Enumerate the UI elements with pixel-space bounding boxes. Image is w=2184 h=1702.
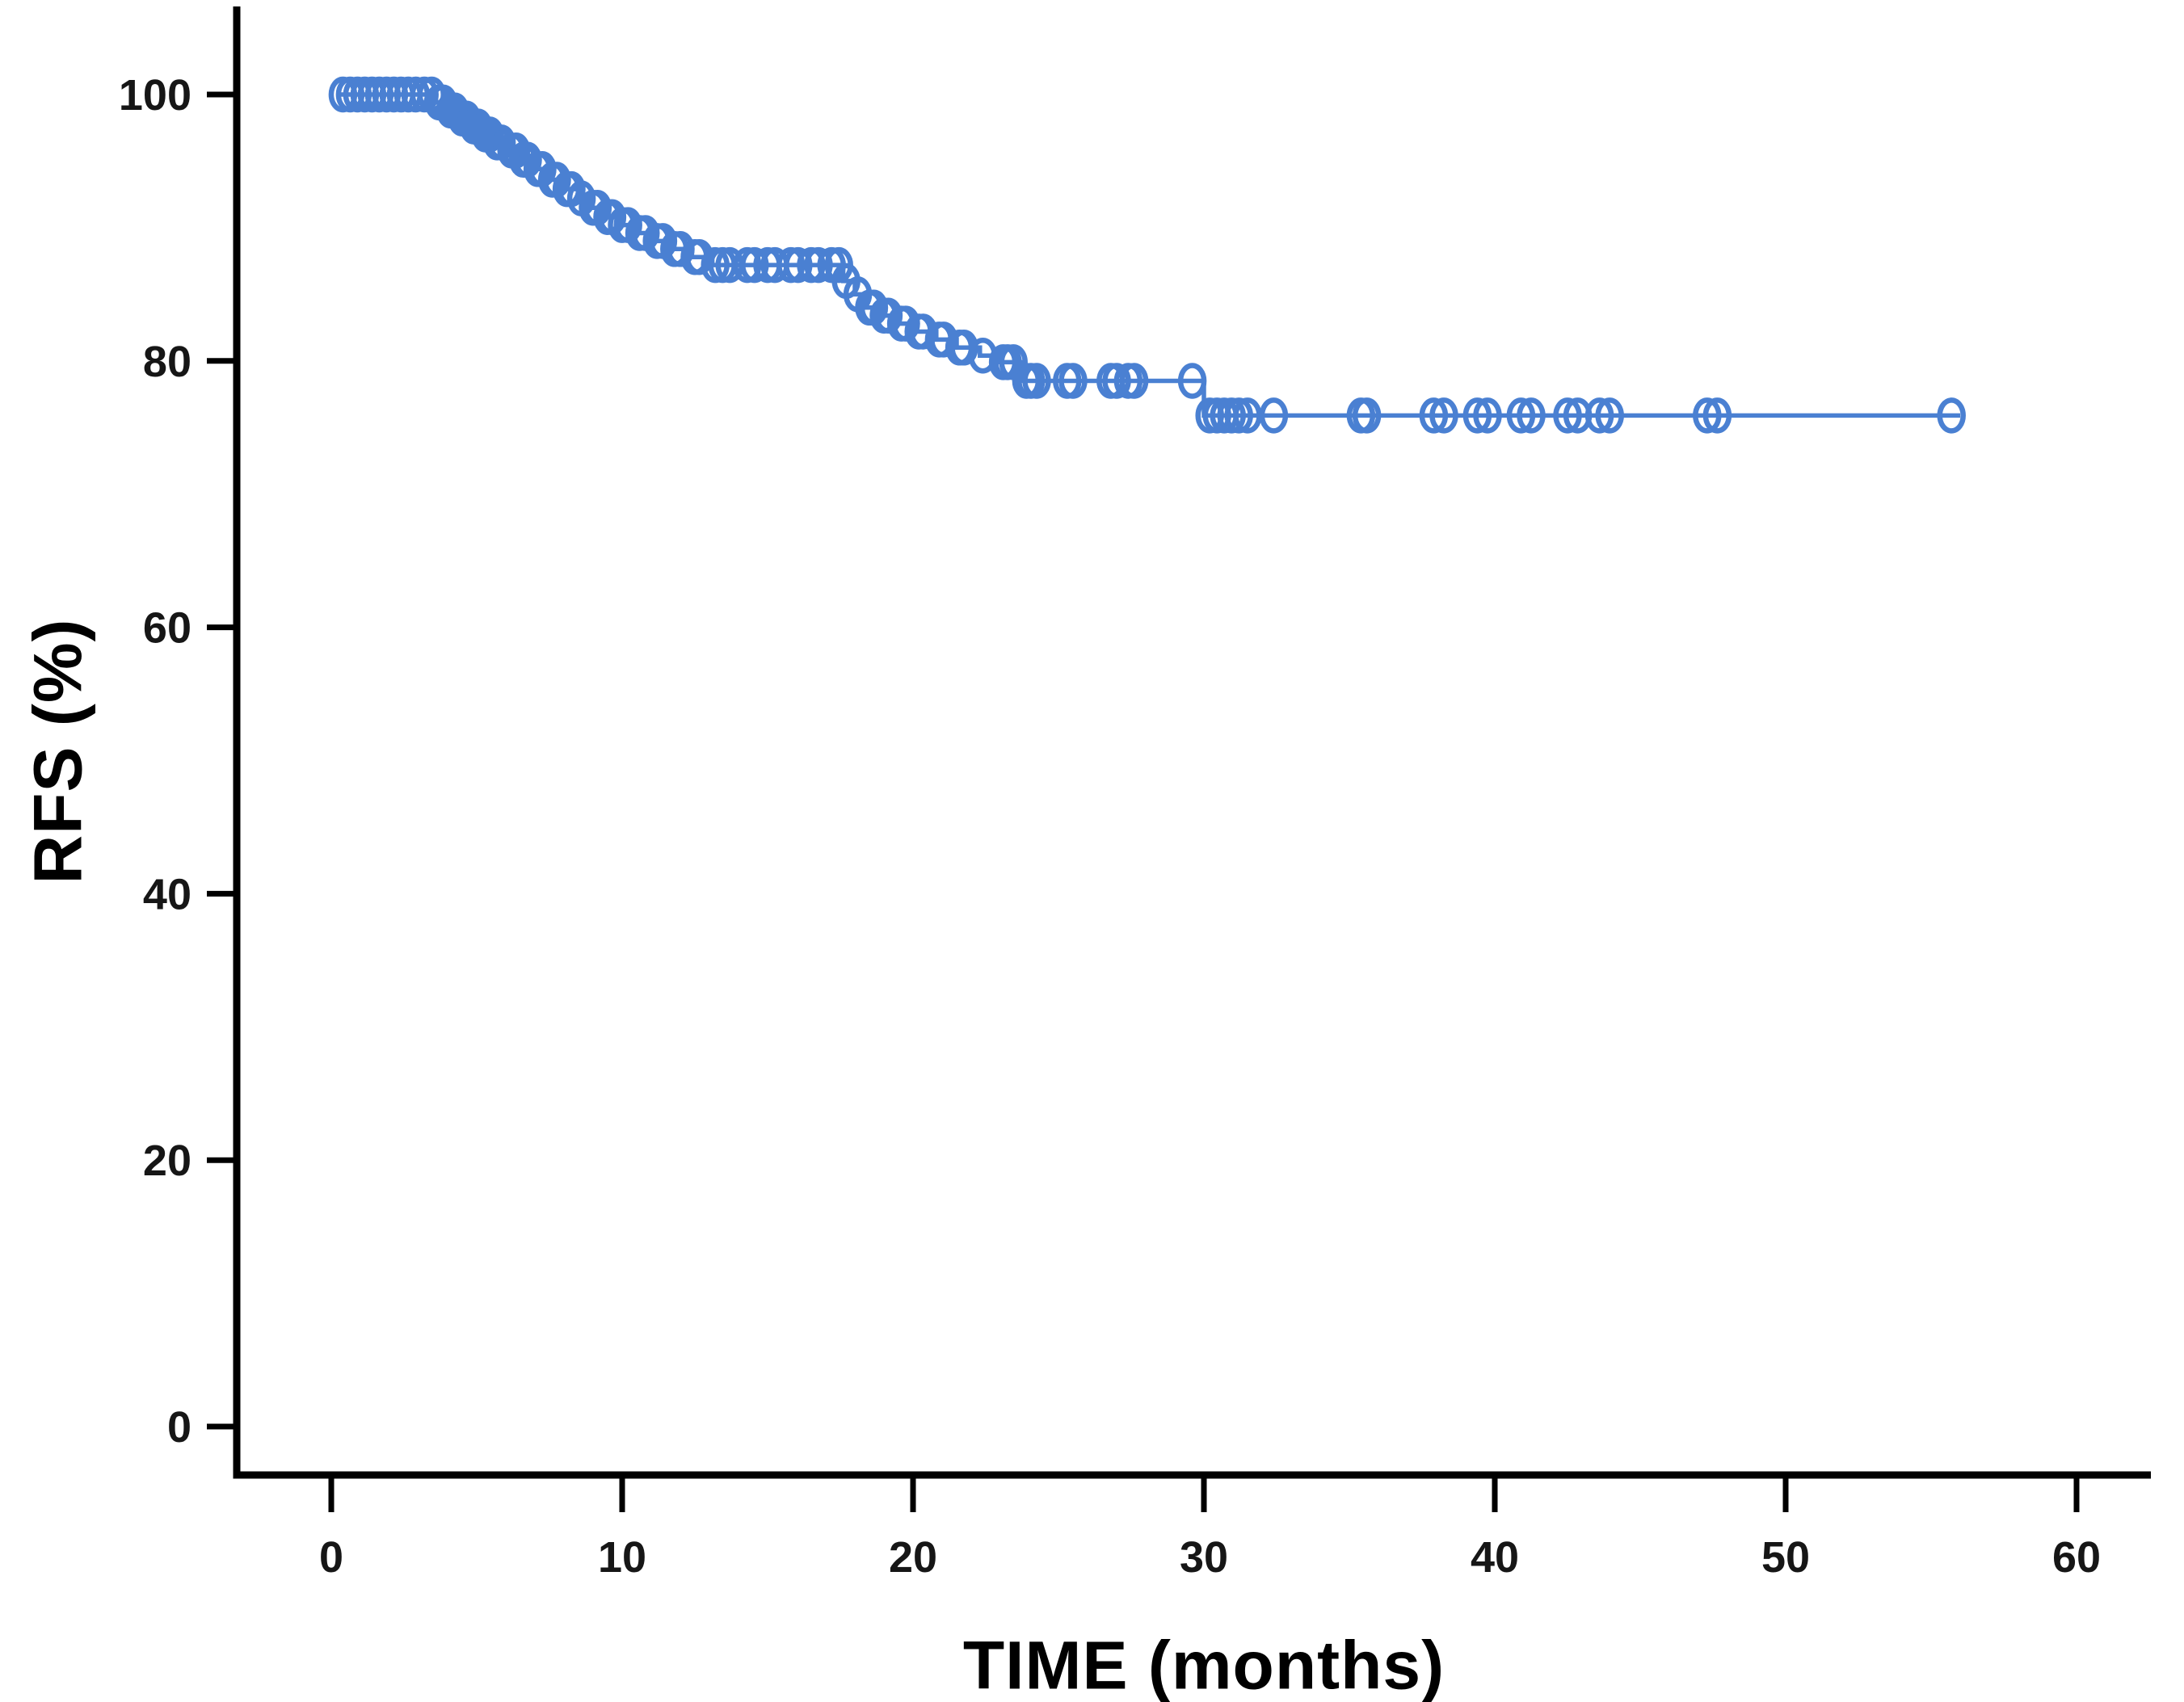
y-tick-label: 100 — [119, 71, 191, 120]
censor-mark-circle — [1429, 397, 1458, 434]
x-tick-label: 0 — [319, 1533, 343, 1582]
x-tick-label: 40 — [1471, 1533, 1519, 1582]
censor-mark-circle — [1595, 397, 1624, 434]
censor-mark-circle — [1352, 397, 1382, 434]
x-tick-label: 30 — [1180, 1533, 1228, 1582]
censor-mark-circle — [1473, 397, 1502, 434]
censor-mark-circle — [1102, 363, 1131, 399]
y-tick-label: 40 — [143, 870, 191, 918]
censor-mark-circle — [1119, 363, 1149, 399]
censor-mark-circle — [1553, 397, 1582, 434]
censor-mark-circle — [1506, 397, 1536, 434]
x-tick-label: 10 — [598, 1533, 646, 1582]
censor-mark-circle — [1584, 397, 1614, 434]
y-axis-title: RFS (%) — [19, 618, 96, 885]
censor-mark-circle — [1058, 363, 1088, 399]
censor-mark-circle — [1419, 397, 1449, 434]
censor-mark-circle — [1517, 397, 1546, 434]
censor-mark-circle — [1177, 363, 1207, 399]
y-tick-label: 0 — [167, 1403, 191, 1452]
y-tick-label: 20 — [143, 1137, 191, 1185]
censor-mark-circle — [1224, 397, 1253, 434]
survival-step-curve — [339, 92, 1960, 418]
censor-mark-circle — [740, 246, 769, 284]
censor-mark-circle — [1462, 397, 1492, 434]
censor-mark-circle — [784, 246, 813, 284]
censor-mark-circle — [1702, 397, 1732, 434]
censor-mark-circle — [1233, 397, 1262, 434]
y-tick-label: 80 — [143, 338, 191, 386]
censor-mark-circle — [1259, 397, 1289, 434]
y-tick-label: 60 — [143, 604, 191, 653]
x-tick-label: 60 — [2052, 1533, 2101, 1582]
x-tick-label: 50 — [1761, 1533, 1810, 1582]
x-tick-label: 20 — [889, 1533, 937, 1582]
censor-mark-circle — [1022, 363, 1051, 399]
x-axis-title: TIME (months) — [962, 1627, 1445, 1702]
censor-mark-circle — [804, 246, 833, 284]
censor-mark-circle — [1937, 397, 1966, 434]
censor-mark-circle — [1693, 397, 1722, 434]
